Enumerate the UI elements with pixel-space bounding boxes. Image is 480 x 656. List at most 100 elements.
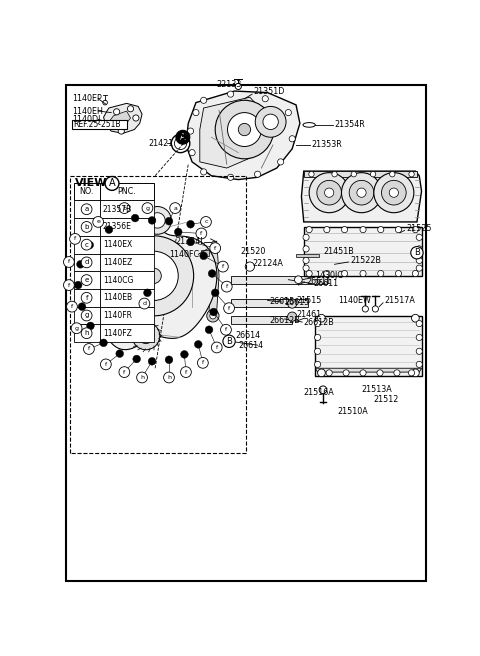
Circle shape [224,303,234,314]
Text: 21354R: 21354R [335,121,365,129]
Circle shape [142,203,153,213]
Circle shape [221,324,231,335]
Text: 1140EB: 1140EB [103,293,132,302]
Text: 22133: 22133 [216,81,242,89]
Bar [100,253,154,271]
Polygon shape [209,241,219,311]
Circle shape [164,372,174,383]
Circle shape [390,171,395,177]
Circle shape [221,281,232,292]
Circle shape [86,322,94,330]
Text: h: h [140,375,144,380]
Circle shape [100,339,108,346]
Circle shape [309,171,314,177]
Circle shape [288,299,297,308]
Circle shape [235,83,241,89]
Circle shape [324,188,334,197]
Text: f: f [214,245,216,251]
Circle shape [357,188,366,197]
Polygon shape [304,171,417,177]
Text: 26612B: 26612B [304,318,335,327]
Polygon shape [230,276,327,283]
Bar [73,271,100,289]
Circle shape [341,270,348,277]
Text: 1140EW: 1140EW [338,296,371,305]
Text: f: f [68,260,70,264]
Circle shape [77,260,84,268]
Circle shape [174,137,187,150]
Circle shape [238,123,251,136]
Text: 21510A: 21510A [337,407,368,416]
Circle shape [81,257,92,268]
Circle shape [295,276,302,283]
Circle shape [416,234,422,240]
Text: 26612B: 26612B [269,316,300,325]
Circle shape [114,109,120,115]
Bar [100,218,154,236]
Circle shape [205,326,213,334]
Circle shape [165,356,173,363]
Circle shape [81,204,92,215]
Circle shape [180,350,188,358]
Circle shape [171,134,190,153]
Text: NO.: NO. [79,187,94,196]
Circle shape [118,128,124,134]
Text: 21516A: 21516A [304,388,335,398]
Text: f: f [105,362,107,367]
Text: A: A [108,178,115,188]
Circle shape [416,361,422,367]
Circle shape [228,91,234,97]
Circle shape [133,355,141,363]
Polygon shape [304,228,421,276]
Circle shape [210,243,221,253]
Circle shape [165,217,173,225]
Circle shape [150,213,165,228]
Circle shape [138,328,154,344]
Bar [73,236,100,253]
Circle shape [362,306,369,312]
Circle shape [131,215,139,222]
Circle shape [217,261,228,272]
Circle shape [144,207,171,234]
Circle shape [324,226,330,233]
Text: 21461: 21461 [296,310,321,319]
Circle shape [378,226,384,233]
Text: 21353R: 21353R [312,140,342,150]
Circle shape [288,312,297,321]
Circle shape [245,262,254,271]
Circle shape [319,386,327,394]
Bar [100,182,154,200]
Circle shape [176,131,190,144]
Bar [100,236,154,253]
Polygon shape [315,316,421,376]
Text: d: d [84,259,89,266]
Circle shape [187,238,194,246]
Text: 21522B: 21522B [350,256,381,265]
Bar [100,289,154,306]
Text: PNC.: PNC. [117,187,136,196]
Circle shape [377,370,383,376]
Circle shape [341,226,348,233]
Bar [73,218,100,236]
Circle shape [396,270,402,277]
Text: b: b [84,224,89,230]
Circle shape [63,256,74,268]
Text: A: A [180,133,186,142]
Text: 26615: 26615 [269,297,294,306]
Polygon shape [230,316,292,323]
Text: h: h [167,375,171,380]
Circle shape [254,171,261,177]
Text: b: b [122,205,126,211]
Circle shape [201,216,211,228]
Text: f: f [226,284,228,289]
Circle shape [378,270,384,277]
Text: f: f [202,360,204,365]
Circle shape [81,293,92,303]
Polygon shape [201,250,209,256]
Circle shape [360,270,366,277]
Circle shape [318,314,325,322]
Circle shape [285,110,291,115]
Circle shape [137,372,147,383]
Circle shape [314,361,321,367]
Bar [72,119,127,129]
